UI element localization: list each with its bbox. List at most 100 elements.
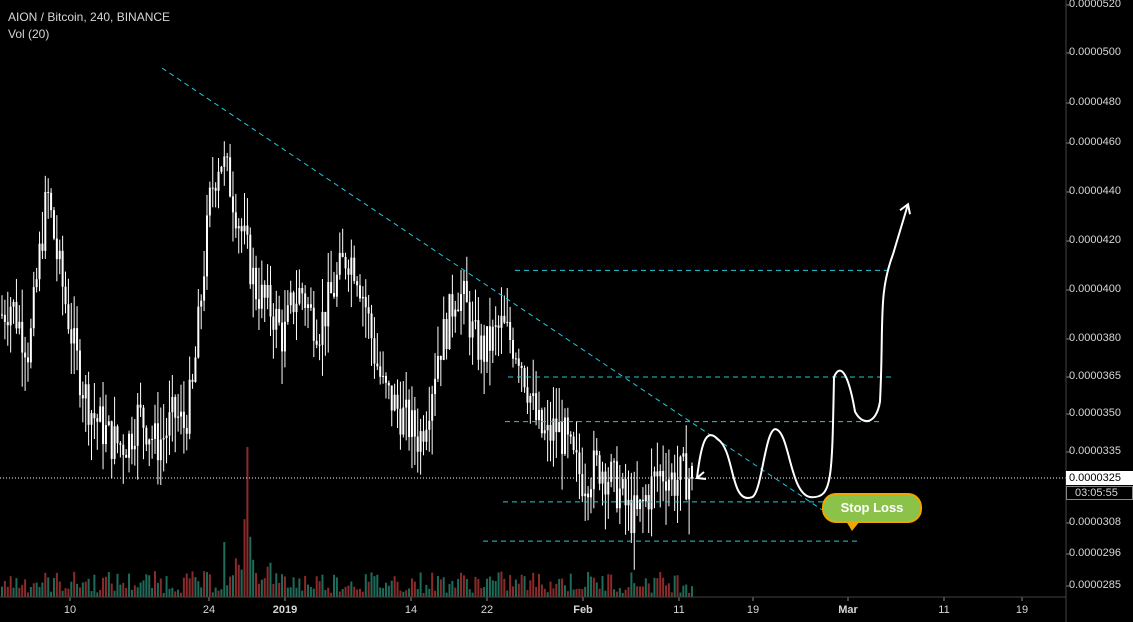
candle-body [185,427,188,434]
candle-body [520,365,523,369]
candle-body [500,315,503,328]
volume-bar [24,579,27,597]
volume-bar [563,585,566,597]
volume-bar [483,587,486,597]
volume-bar [627,587,630,597]
bar-countdown: 03:05:55 [1066,486,1133,500]
candle-body [393,394,396,411]
volume-bar [517,583,520,597]
volume-bar [309,587,312,597]
candle-body [330,282,333,294]
volume-bar [537,573,540,597]
candle-body [154,423,157,439]
projection-path[interactable] [696,203,909,499]
volume-bar [434,590,437,597]
candle-body [477,320,480,360]
volume-bar [373,576,376,597]
volume-bar [119,584,122,597]
candle-body [451,294,454,317]
volume-bar [387,585,390,597]
candle-body [263,284,266,298]
last-price-badge: 0.0000325 [1066,471,1133,485]
candle-body [110,421,113,460]
candle-body [436,355,439,379]
volume-bar [474,576,477,597]
candle-body [246,225,249,235]
volume-bar [9,576,12,597]
volume-bar [96,592,99,597]
candle-body [566,417,569,435]
stop-loss-callout[interactable]: Stop Loss [822,493,922,523]
candle-body [275,308,278,330]
volume-bar [561,578,564,597]
volume-bar [29,587,32,597]
candle-body [549,424,552,441]
symbol-title[interactable]: AION / Bitcoin, 240, BINANCE [8,10,171,24]
volume-bar [185,573,188,597]
candle-body [333,293,336,297]
volume-bar [367,581,370,597]
candle-body [523,368,526,388]
candle-body [84,384,87,399]
candle-body [107,421,110,426]
candle-body [353,257,356,282]
candle-body [575,450,578,453]
volume-bar [615,591,618,597]
candle-body [90,413,93,425]
candle-body [486,326,489,362]
candle-body [462,280,465,295]
candle-body [624,478,627,506]
volume-bar [636,586,639,597]
volume-bar [162,592,165,597]
volume-bar [358,588,361,597]
volume-bar [486,578,489,597]
candle-body [558,422,561,433]
volume-bar [598,588,601,597]
volume-bar [208,574,211,597]
volume-bar [529,580,532,597]
volume-bar [87,578,90,597]
volume-bar [292,577,295,597]
volume-bar [38,586,41,597]
volume-bar [81,582,84,597]
volume-bar [431,572,434,597]
candle-body [428,420,431,430]
candle-body [665,481,668,491]
candle-body [387,382,390,386]
candle-body [662,470,665,482]
candle-body [382,375,385,377]
candle-body [425,429,428,442]
candle-body [399,408,402,435]
price-tick-label: 0.0000365 [1069,370,1121,382]
volume-bar [621,592,624,597]
candle-body [691,466,693,479]
volume-bar [624,589,627,597]
candle-body [503,315,506,323]
volume-bar [595,582,598,597]
candle-body [555,418,558,433]
volume-bar [436,575,439,597]
volume-bar [278,582,281,597]
volume-bar [523,576,526,597]
volume-bar [211,592,214,597]
candle-body [64,286,67,305]
candle-body [434,378,437,395]
volume-bar [159,578,162,597]
volume-bar [488,576,491,597]
volume-bar [376,574,379,597]
volume-bar [477,578,480,597]
volume-bar [540,584,543,597]
candle-body [96,418,99,422]
volume-bar [203,571,206,597]
candle-body [194,357,197,382]
volume-bar [581,589,584,597]
candle-body [572,436,575,451]
volume-bar [520,574,523,597]
volume-bar [416,589,419,597]
volume-bar [84,581,87,597]
volume-bar [413,581,416,597]
volume-indicator-label[interactable]: Vol (20) [8,27,50,41]
volume-bar [32,583,35,597]
volume-bar [480,588,483,597]
